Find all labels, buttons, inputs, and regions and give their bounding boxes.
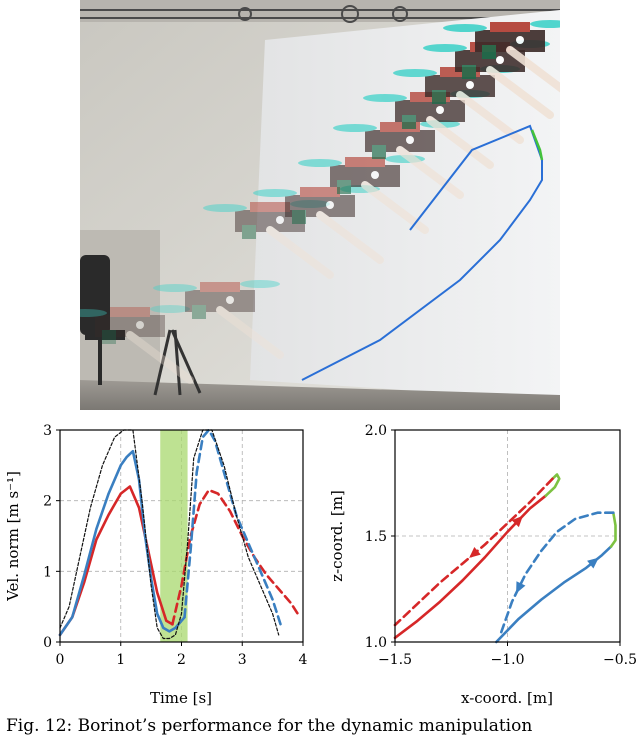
velocity-chart: 0 1 2 3 4 0 1 2 3 Time [s] Vel. norm [m s⁻¹] (4, 423, 308, 707)
series-line-5 (499, 511, 615, 635)
y-tick-label: 2 (43, 494, 52, 510)
y-tick-label: 1.0 (365, 635, 387, 651)
robot-photograph (80, 0, 560, 410)
floor (80, 380, 560, 410)
trajectory-ylabel: z-coord. [m] (328, 490, 346, 582)
chair (80, 255, 125, 385)
series-line-3 (183, 428, 284, 630)
series-line-4 (59, 429, 280, 640)
end-effector-trajectory (301, 124, 543, 381)
y-tick-label: 1 (43, 564, 52, 580)
x-tick-label: 4 (299, 652, 308, 668)
x-tick-label: 1 (116, 652, 125, 668)
velocity-series (58, 428, 302, 640)
velocity-ticks: 0 1 2 3 4 0 1 2 3 (43, 423, 307, 668)
x-tick-label: −0.5 (603, 652, 637, 668)
trajectory-ticks: −1.5 −1.0 −0.5 1.0 1.5 2.0 (365, 423, 637, 668)
x-tick-label: 2 (177, 652, 186, 668)
direction-arrow (511, 515, 523, 528)
y-tick-label: 1.5 (365, 529, 387, 545)
tripod-stand (153, 329, 202, 396)
charts-area: 0 1 2 3 4 0 1 2 3 Time [s] Vel. norm [m s⁻¹] −1.… (4, 423, 637, 707)
y-tick-label: 2.0 (365, 423, 387, 439)
ceiling-truss (80, 5, 560, 23)
trajectory-arrows (469, 515, 599, 594)
contact-segment (530, 129, 544, 161)
direction-arrow (469, 546, 481, 558)
velocity-xlabel: Time [s] (150, 689, 212, 707)
y-tick-label: 3 (43, 423, 52, 439)
figure-caption: Fig. 12: Borinot’s performance for the d… (6, 716, 533, 736)
drone-ghost (80, 305, 194, 384)
direction-arrow (587, 557, 599, 569)
x-tick-label: −1.5 (378, 652, 412, 668)
direction-arrow (516, 581, 526, 594)
drone-ghost (443, 20, 560, 93)
series-line-1 (544, 473, 561, 497)
series-line-0 (58, 485, 174, 637)
contact-phase-band (160, 430, 188, 642)
series-line-3 (494, 545, 613, 644)
y-tick-label: 0 (43, 635, 52, 651)
series-line-4 (609, 511, 617, 548)
trajectory-xlabel: x-coord. [m] (461, 689, 553, 707)
trajectory-series (393, 473, 617, 644)
x-tick-label: −1.0 (491, 652, 525, 668)
trajectory-chart: −1.5 −1.0 −0.5 1.0 1.5 2.0 x-coord. [m] z-coo… (328, 423, 637, 707)
x-tick-label: 0 (56, 652, 65, 668)
x-tick-label: 3 (238, 652, 247, 668)
series-line-0 (393, 494, 548, 640)
drone-motion-trail (80, 20, 560, 384)
velocity-ylabel: Vel. norm [m s⁻¹] (4, 471, 22, 602)
drone-ghost (153, 280, 284, 359)
